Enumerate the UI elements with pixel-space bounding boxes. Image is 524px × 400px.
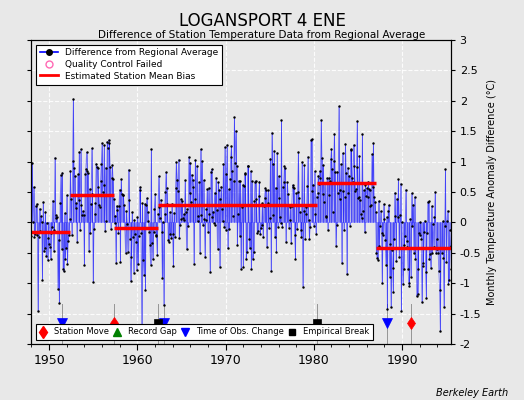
- Y-axis label: Monthly Temperature Anomaly Difference (°C): Monthly Temperature Anomaly Difference (…: [487, 79, 497, 305]
- Legend: Station Move, Record Gap, Time of Obs. Change, Empirical Break: Station Move, Record Gap, Time of Obs. C…: [36, 324, 373, 340]
- Text: LOGANSPORT 4 ENE: LOGANSPORT 4 ENE: [179, 12, 345, 30]
- Text: Berkeley Earth: Berkeley Earth: [436, 388, 508, 398]
- Text: Difference of Station Temperature Data from Regional Average: Difference of Station Temperature Data f…: [99, 30, 425, 40]
